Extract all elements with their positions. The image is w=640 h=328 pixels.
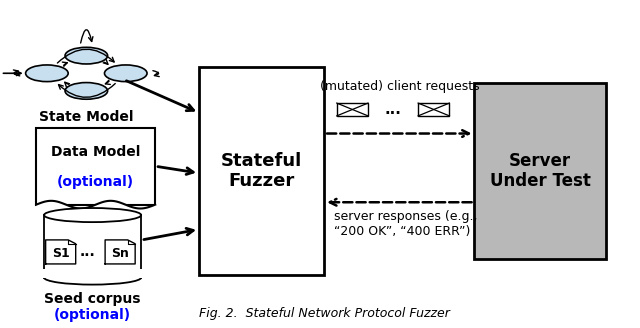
Text: (optional): (optional): [54, 308, 131, 322]
Ellipse shape: [65, 47, 108, 64]
Text: Server
Under Test: Server Under Test: [490, 152, 591, 191]
Bar: [418, 103, 449, 116]
Text: S1: S1: [52, 247, 70, 260]
Text: Seed corpus: Seed corpus: [44, 292, 141, 306]
Bar: [474, 83, 606, 259]
Polygon shape: [105, 240, 135, 264]
Bar: [337, 103, 368, 116]
Text: ...: ...: [385, 102, 401, 117]
Polygon shape: [45, 240, 76, 264]
Text: State Model: State Model: [39, 110, 134, 124]
Ellipse shape: [26, 65, 68, 82]
Text: (mutated) client requests: (mutated) client requests: [319, 80, 479, 93]
Ellipse shape: [44, 271, 141, 285]
Text: server responses (e.g.,
“200 OK”, “400 ERR”): server responses (e.g., “200 OK”, “400 E…: [334, 210, 477, 238]
Ellipse shape: [104, 65, 147, 82]
Text: Fig. 2.  Stateful Network Protocol Fuzzer: Fig. 2. Stateful Network Protocol Fuzzer: [199, 307, 450, 320]
Text: ...: ...: [80, 245, 95, 259]
Text: Stateful
Fuzzer: Stateful Fuzzer: [221, 152, 302, 191]
Bar: [199, 67, 324, 275]
Ellipse shape: [65, 83, 108, 99]
Bar: [36, 128, 155, 205]
Bar: [41, 269, 144, 277]
Ellipse shape: [44, 208, 141, 222]
Text: Data Model: Data Model: [51, 145, 140, 159]
Bar: [44, 215, 141, 277]
Text: Sn: Sn: [111, 247, 129, 260]
Text: (optional): (optional): [57, 174, 134, 189]
